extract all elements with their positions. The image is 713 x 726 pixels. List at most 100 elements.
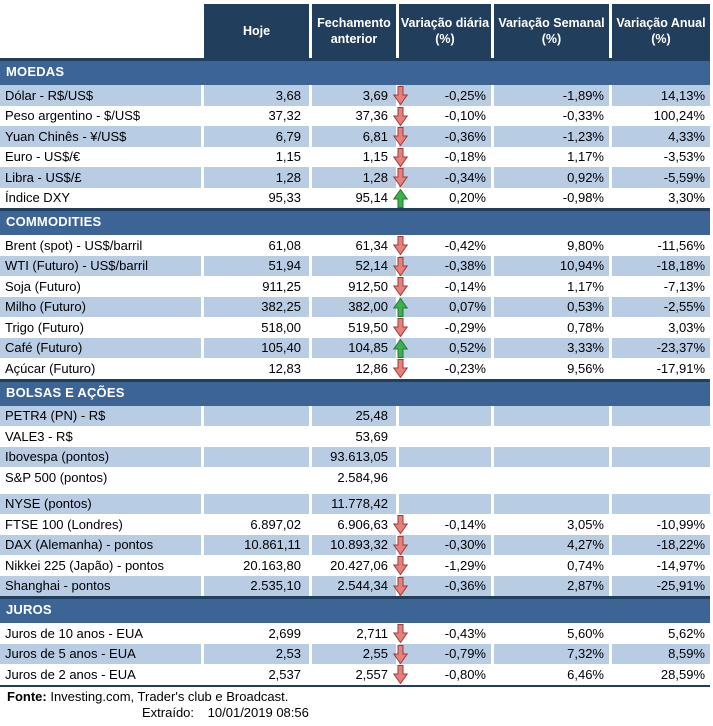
cell-variacao-diaria: -0,14% [392, 276, 491, 297]
row-label-value: Café (Futuro) [5, 340, 83, 356]
cell-hoje-value: 2,537 [268, 666, 301, 682]
cell-variacao-anual: 14,13% [612, 85, 710, 106]
row-label: PETR4 (PN) - R$ [0, 405, 201, 426]
cell-fechamento-anterior-value: 10.893,32 [330, 537, 388, 553]
cell-hoje: 911,25 [204, 276, 309, 297]
cell-variacao-anual-value: 4,33% [668, 128, 705, 144]
cell-variacao-semanal: 4,27% [494, 534, 609, 555]
cell-variacao-semanal-value: 1,17% [567, 149, 604, 165]
cell-variacao-diaria-value: -0,34% [444, 169, 486, 185]
cell-variacao-diaria-value: -0,18% [444, 149, 486, 165]
cell-hoje: 2,699 [204, 623, 309, 644]
cell-hoje-value: 6.897,02 [250, 516, 301, 532]
cell-fechamento-anterior: 382,00 [312, 296, 396, 317]
cell-variacao-semanal-value: -1,89% [562, 87, 604, 103]
row-label: FTSE 100 (Londres) [0, 514, 201, 535]
cell-variacao-anual-value: -7,13% [663, 278, 705, 294]
cell-variacao-semanal-value: 5,60% [567, 625, 604, 641]
cell-variacao-anual-value: 28,59% [660, 666, 705, 682]
table-row: S&P 500 (pontos) 2.584,96 [0, 467, 710, 488]
cell-variacao-anual-value: -2,55% [663, 299, 705, 315]
cell-fechamento-anterior-value: 2,557 [355, 666, 388, 682]
row-label-value: Brent (spot) - US$/barril [5, 237, 143, 253]
cell-hoje-value: 2,699 [268, 625, 301, 641]
cell-variacao-diaria: -1,29% [392, 555, 491, 576]
cell-variacao-semanal: -1,89% [494, 85, 609, 106]
cell-hoje-value: 37,32 [268, 108, 301, 124]
cell-hoje: 51,94 [204, 255, 309, 276]
cell-variacao-anual: -3,53% [612, 147, 710, 168]
cell-variacao-diaria-value: 0,52% [449, 340, 486, 356]
table-row: Juros de 5 anos - EUA 2,53 2,55 -0,79% 7,32%… [0, 643, 710, 664]
row-label: Peso argentino - $/US$ [0, 106, 201, 127]
cell-variacao-diaria-value: -0,80% [444, 666, 486, 682]
cell-variacao-semanal [494, 405, 609, 426]
cell-fechamento-anterior: 61,34 [312, 235, 396, 256]
cell-variacao-anual-value: -14,97% [656, 557, 705, 573]
cell-hoje: 95,33 [204, 188, 309, 209]
cell-fechamento-anterior-value: 1,28 [362, 169, 388, 185]
cell-hoje: 37,32 [204, 106, 309, 127]
row-label-value: S&P 500 (pontos) [5, 469, 108, 485]
cell-variacao-anual: 3,30% [612, 188, 710, 209]
table-row: WTI (Futuro) - US$/barril 51,94 52,14 -0,38… [0, 255, 710, 276]
table-row: Nikkei 225 (Japão) - pontos 20.163,80 20.4… [0, 555, 710, 576]
cell-fechamento-anterior: 11.778,42 [312, 493, 396, 514]
cell-fechamento-anterior-value: 2,711 [356, 625, 388, 641]
down-arrow-icon [392, 277, 409, 297]
cell-variacao-semanal [494, 426, 609, 447]
cell-hoje-value: 95,33 [268, 190, 301, 206]
cell-variacao-diaria: -0,43% [392, 623, 491, 644]
row-label: Dólar - R$/US$ [0, 85, 201, 106]
cell-fechamento-anterior: 12,86 [312, 358, 396, 379]
cell-variacao-diaria: -0,25% [392, 85, 491, 106]
table-row: Ibovespa (pontos) 93.613,05 [0, 446, 710, 467]
cell-variacao-diaria: -0,80% [392, 664, 491, 685]
cell-fechamento-anterior-value: 104,85 [348, 340, 388, 356]
cell-fechamento-anterior-value: 6.906,63 [337, 516, 388, 532]
cell-hoje-value: 10.861,11 [244, 537, 301, 553]
cell-variacao-semanal-value: -1,23% [562, 128, 604, 144]
cell-hoje-value: 518,00 [261, 319, 301, 335]
extraction-note: Extraído: 10/01/2019 08:56 [0, 705, 713, 721]
cell-variacao-diaria-value: -0,30% [444, 537, 486, 553]
cell-variacao-diaria-value: -0,38% [444, 258, 486, 274]
table-row: NYSE (pontos) 11.778,42 [0, 493, 710, 514]
row-label-value: Açúcar (Futuro) [5, 360, 96, 376]
row-label: Juros de 2 anos - EUA [0, 664, 201, 685]
cell-fechamento-anterior-value: 20.427,06 [330, 557, 388, 573]
table-row: Índice DXY 95,33 95,14 0,20% -0,98% 3,30% [0, 188, 710, 209]
cell-variacao-semanal: -1,23% [494, 126, 609, 147]
table-bottom-border [0, 684, 710, 687]
cell-variacao-anual-value: 3,30% [668, 190, 705, 206]
cell-variacao-anual: 3,03% [612, 317, 710, 338]
row-label: S&P 500 (pontos) [0, 467, 201, 488]
table-row: FTSE 100 (Londres) 6.897,02 6.906,63 -0,14%… [0, 514, 710, 535]
cell-variacao-diaria: -0,30% [392, 534, 491, 555]
cell-variacao-diaria: -0,38% [392, 255, 491, 276]
cell-fechamento-anterior-value: 37,36 [355, 108, 388, 124]
cell-variacao-diaria: -0,34% [392, 167, 491, 188]
cell-variacao-anual: -17,91% [612, 358, 710, 379]
cell-fechamento-anterior: 95,14 [312, 188, 396, 209]
cell-variacao-semanal-value: 7,32% [567, 646, 604, 662]
cell-variacao-anual-value: -3,53% [663, 149, 705, 165]
table-header-row: Hoje Fechamento anterior Variação diária… [0, 4, 710, 58]
column-header-variacao-anual: Variação Anual (%) [612, 4, 710, 58]
cell-variacao-semanal [494, 467, 609, 488]
row-label-value: Nikkei 225 (Japão) - pontos [5, 557, 164, 573]
cell-fechamento-anterior-value: 95,14 [355, 190, 388, 206]
cell-variacao-semanal [494, 446, 609, 467]
cell-fechamento-anterior-value: 93.613,05 [330, 449, 388, 465]
cell-variacao-semanal-value: 0,53% [567, 299, 604, 315]
table-row: Soja (Futuro) 911,25 912,50 -0,14% 1,17% -7,1… [0, 276, 710, 297]
cell-variacao-diaria-value: -0,42% [444, 237, 486, 253]
down-arrow-icon [392, 168, 409, 188]
cell-variacao-anual-value: -10,99% [656, 516, 705, 532]
cell-fechamento-anterior: 10.893,32 [312, 534, 396, 555]
cell-fechamento-anterior: 2,711 [312, 623, 396, 644]
cell-variacao-diaria-value: -0,23% [444, 360, 486, 376]
table: Hoje Fechamento anterior Variação diária… [0, 4, 710, 687]
cell-hoje-value: 382,25 [261, 299, 301, 315]
cell-variacao-semanal-value: -0,33% [562, 108, 604, 124]
